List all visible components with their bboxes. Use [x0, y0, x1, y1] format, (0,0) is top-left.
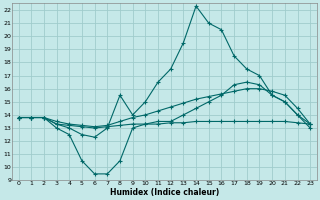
X-axis label: Humidex (Indice chaleur): Humidex (Indice chaleur)	[110, 188, 219, 197]
